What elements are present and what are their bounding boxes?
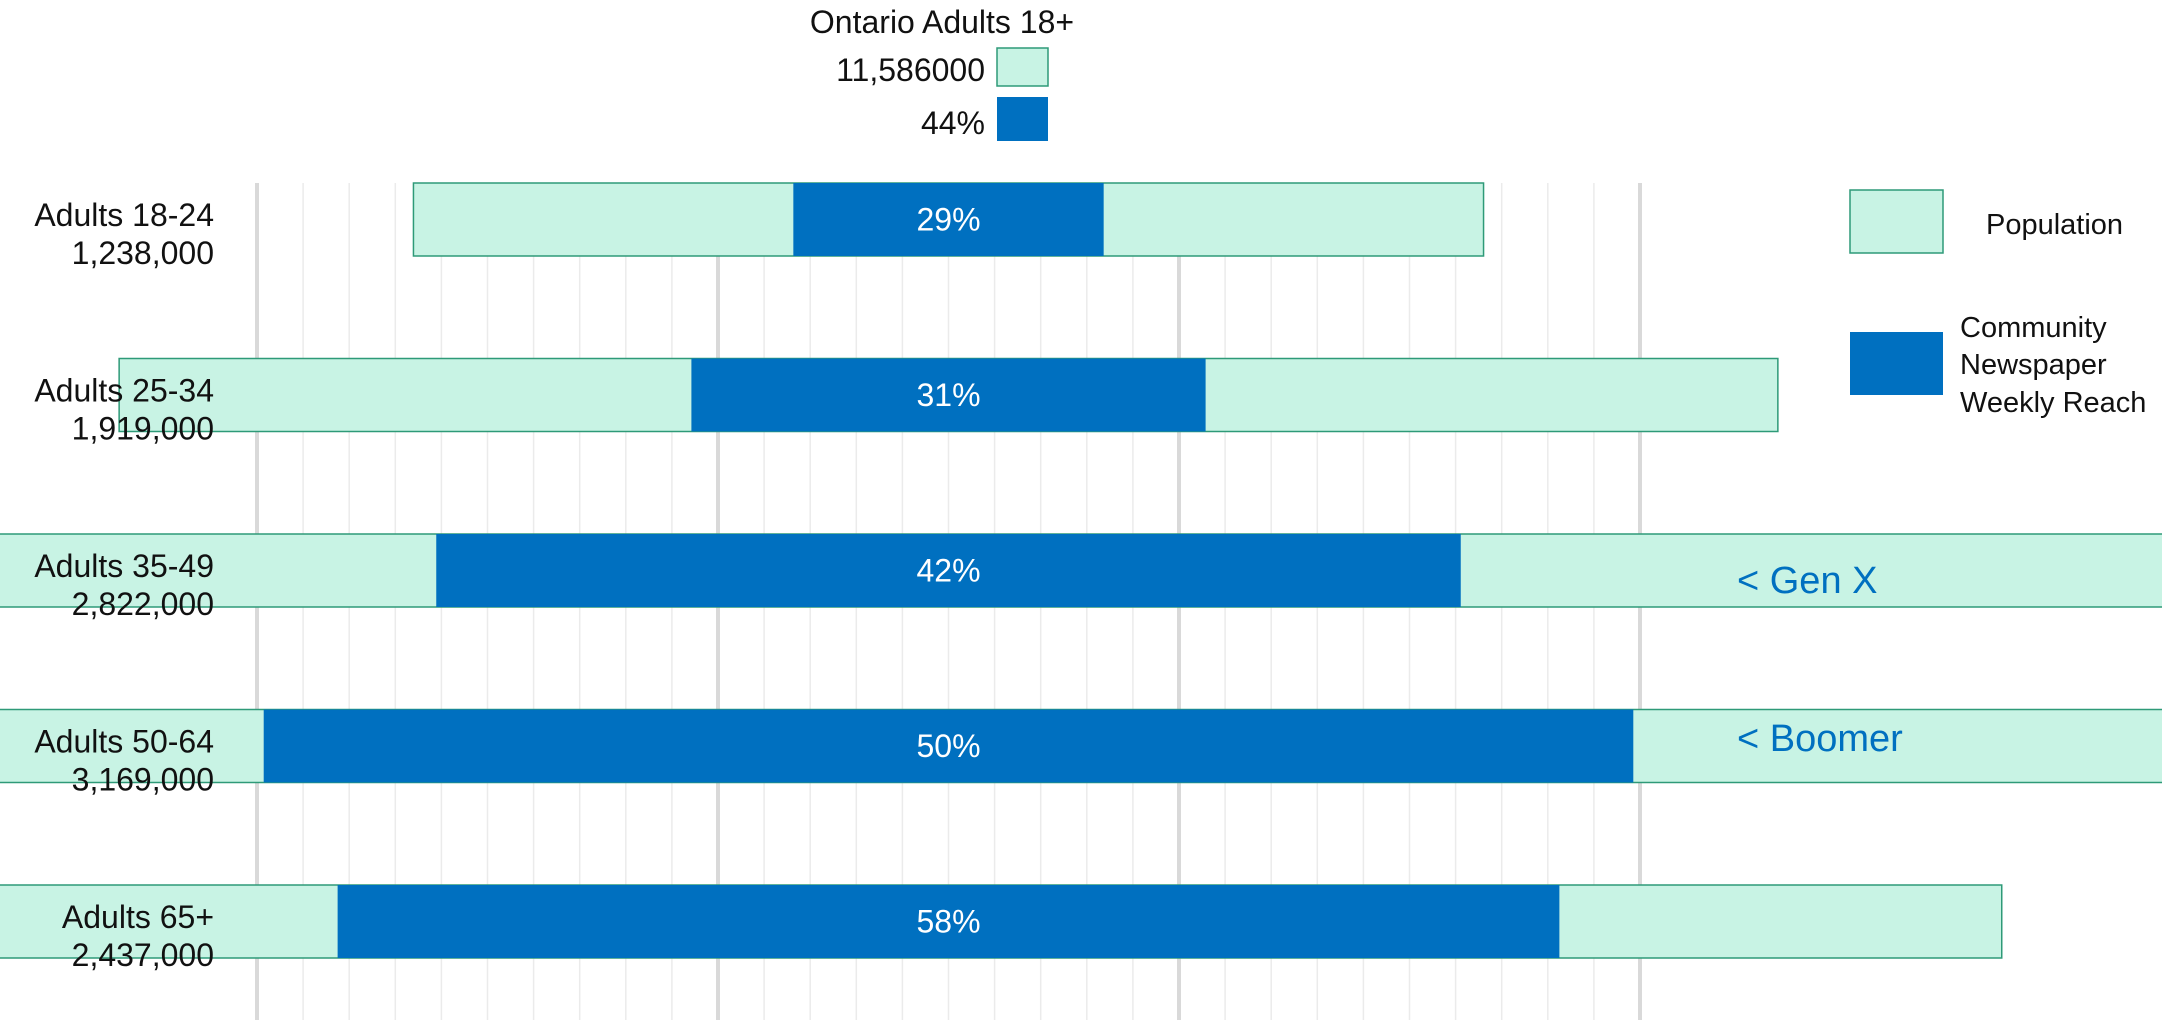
legend-reach-swatch: [1850, 332, 1943, 395]
summary-reach-value: 44%: [921, 105, 985, 141]
summary-reach-swatch: [997, 97, 1048, 141]
summary-population-value: 11,586000: [836, 52, 985, 88]
legend-population-swatch: [1849, 189, 1944, 254]
category-label: Adults 65+: [62, 899, 214, 935]
category-population-label: 1,238,000: [72, 235, 214, 271]
category-population-label: 2,822,000: [72, 586, 214, 622]
reach-bar: [337, 885, 1560, 958]
reach-data-label: 31%: [916, 377, 980, 413]
reach-data-label: 42%: [916, 553, 980, 589]
category-label: Adults 25-34: [34, 373, 214, 409]
legend-reach-label-line2: Newspaper: [1960, 349, 2107, 381]
category-label: Adults 50-64: [34, 724, 214, 760]
category-population-label: 3,169,000: [72, 762, 214, 798]
legend-reach-label-line1: Community: [1960, 312, 2107, 344]
legend-reach-label-line3: Weekly Reach: [1960, 387, 2146, 419]
category-labels: Adults 18-241,238,000 Adults 25-341,919,0…: [34, 197, 214, 973]
bars: 29% 31% 42% 50% 58%: [0, 182, 2162, 959]
category-population-label: 2,437,000: [72, 937, 214, 973]
category-population-label: 1,919,000: [72, 411, 214, 447]
legend-population-label: Population: [1986, 209, 2123, 241]
reach-data-label: 58%: [916, 904, 980, 940]
summary-title: Ontario Adults 18+: [810, 4, 1074, 40]
reach-bar: [263, 709, 1634, 783]
category-label: Adults 35-49: [34, 548, 214, 584]
reach-bar: [793, 183, 1104, 256]
annotation-boomer: < Boomer: [1737, 718, 1903, 760]
category-label: Adults 18-24: [34, 197, 214, 233]
reach-bar: [436, 534, 1461, 607]
summary-population-swatch: [996, 47, 1049, 87]
reach-data-label: 50%: [916, 728, 980, 764]
annotation-gen-x: < Gen X: [1737, 560, 1877, 602]
reach-data-label: 29%: [916, 202, 980, 238]
reach-bar: [691, 358, 1206, 432]
